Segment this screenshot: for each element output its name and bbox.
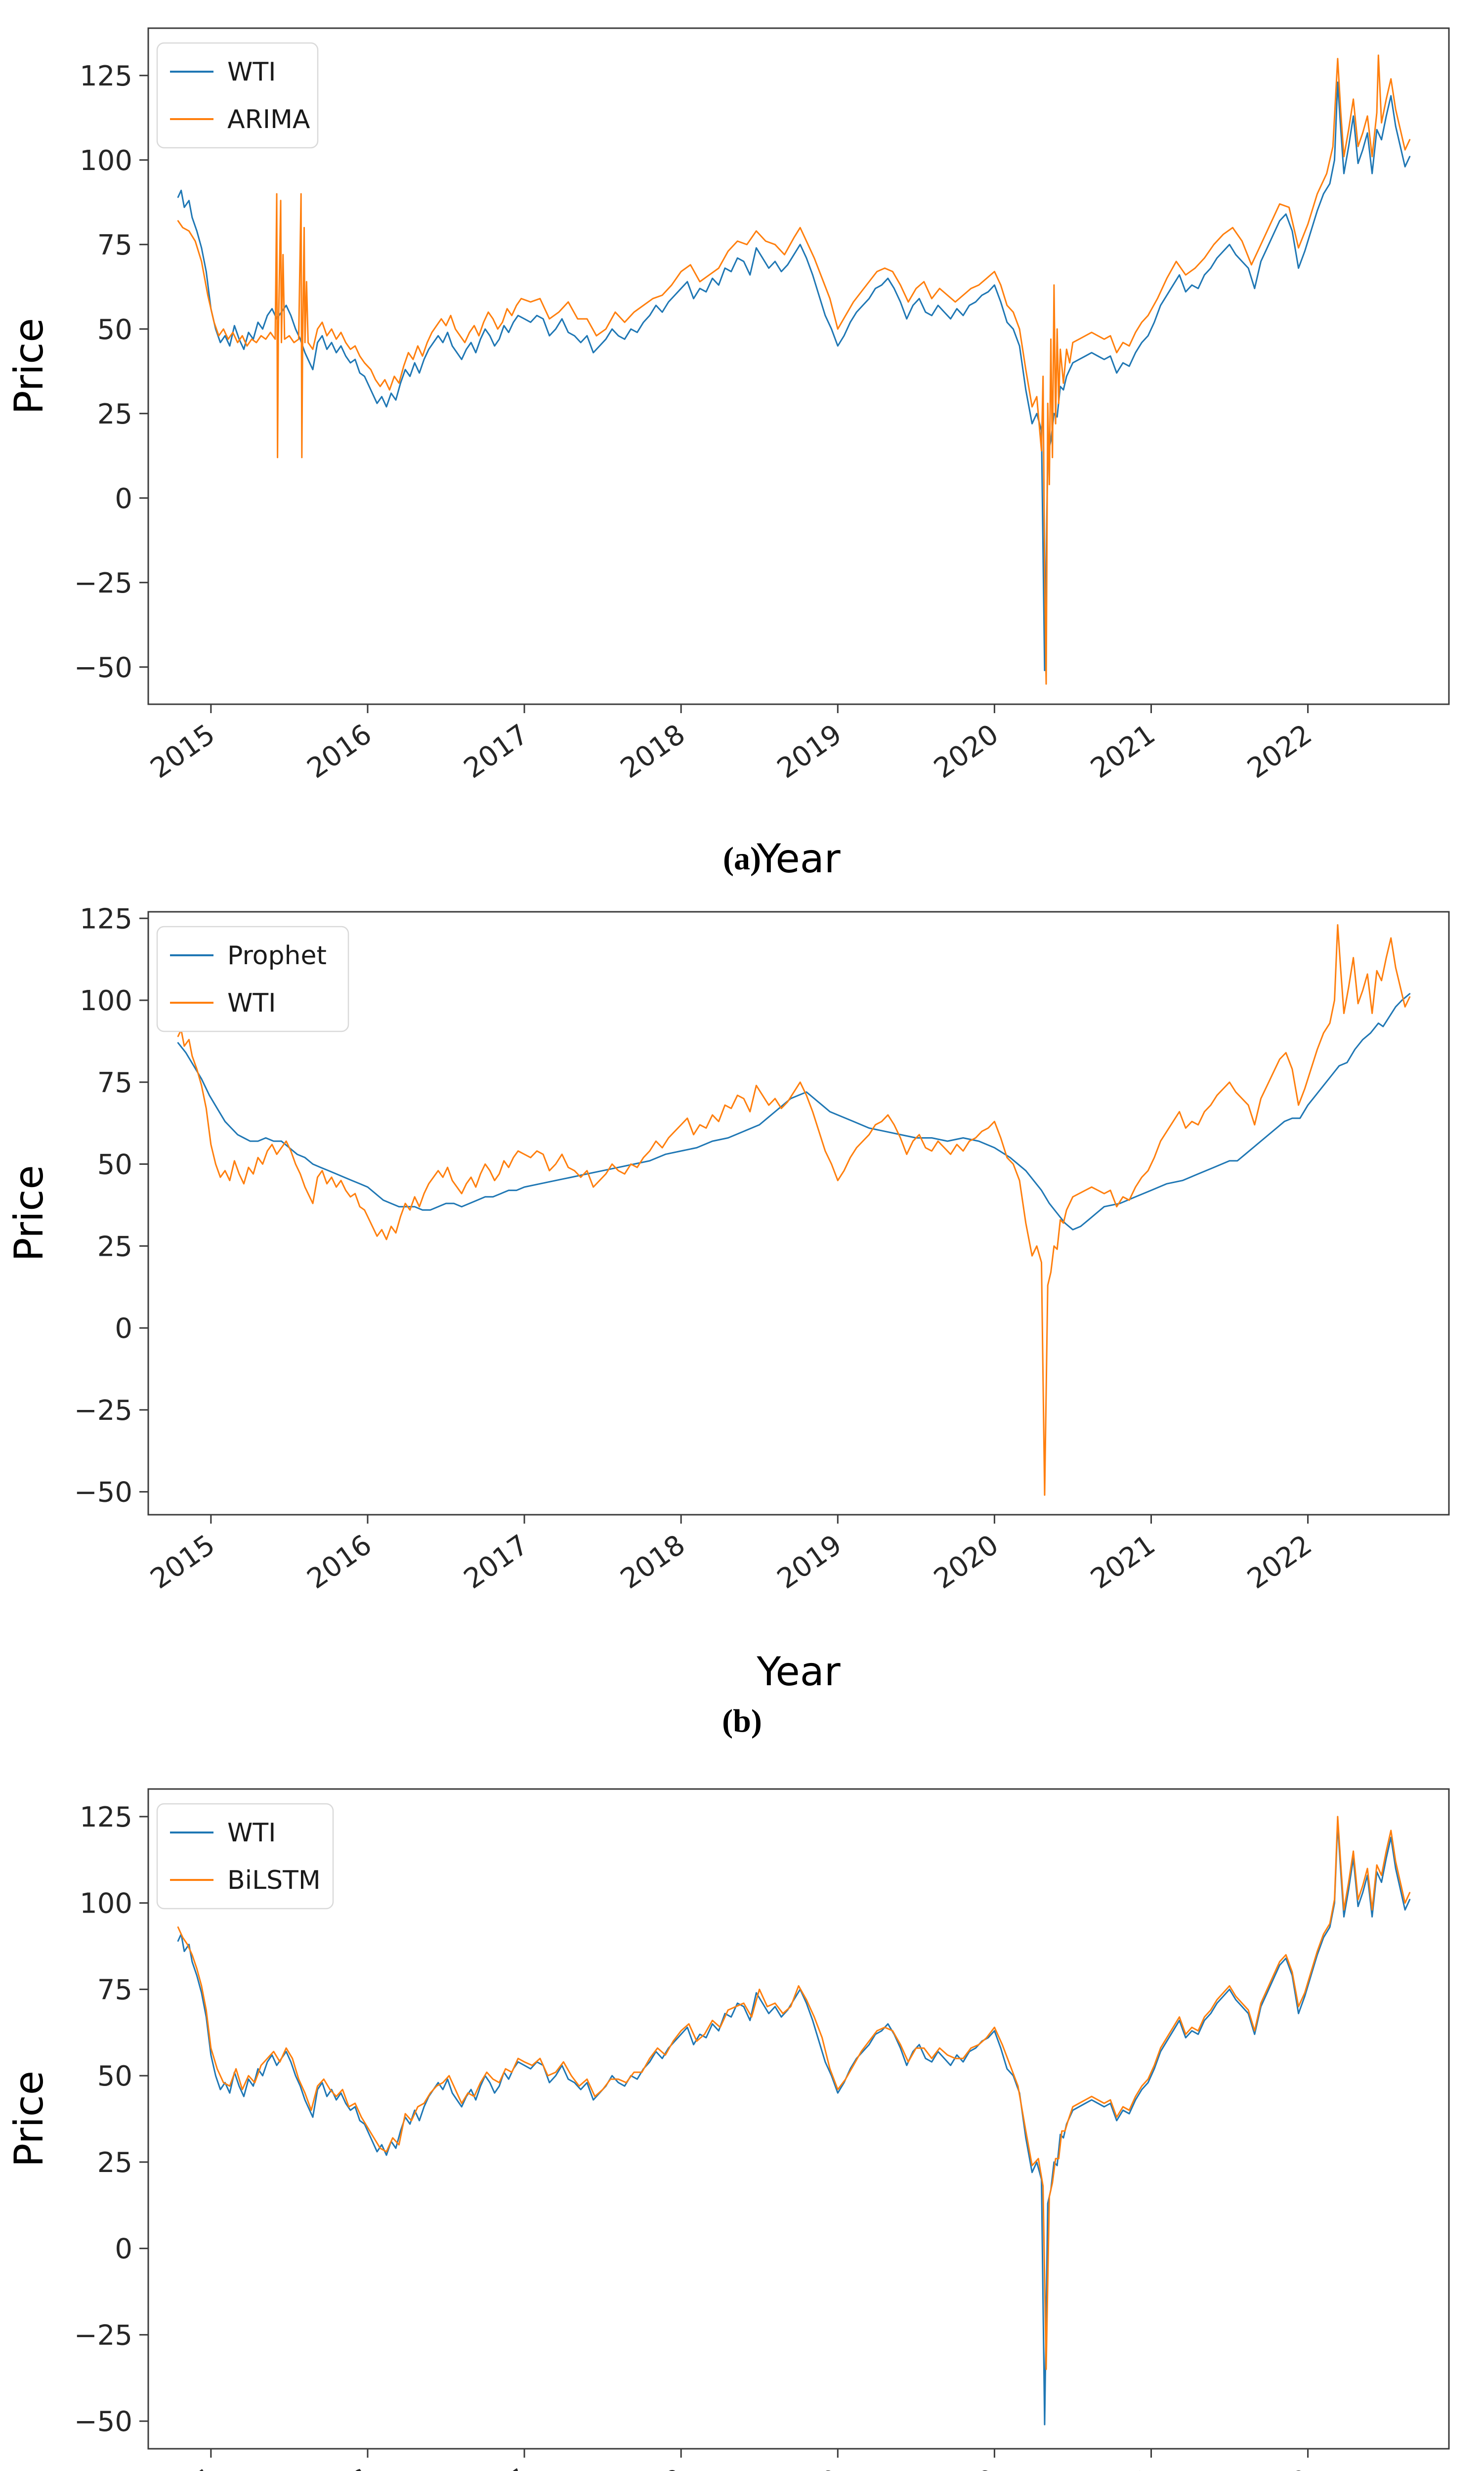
y-tick-label: 25 xyxy=(97,1231,132,1263)
x-tick-label: 2016 xyxy=(301,1529,378,1595)
series-prophet-line xyxy=(177,993,1411,1231)
x-tick-label: 2018 xyxy=(615,718,691,785)
y-tick-label: −50 xyxy=(74,652,132,684)
y-tick-label: 0 xyxy=(115,483,132,515)
x-tick-label: 2019 xyxy=(771,718,848,785)
plot-frame-b xyxy=(147,911,1450,1516)
y-tick-label: 50 xyxy=(97,1149,132,1181)
y-tick-label: 100 xyxy=(80,985,132,1017)
series-arima-line xyxy=(177,54,1411,685)
x-tick-label: 2020 xyxy=(928,718,1004,785)
y-tick-label: 100 xyxy=(80,145,132,177)
y-tick-label: 0 xyxy=(115,2233,132,2265)
y-tick-label: 125 xyxy=(80,1801,132,1833)
x-tick-label: 2018 xyxy=(615,1529,691,1595)
legend-b: Prophet WTI xyxy=(156,926,349,1032)
y-tick-label: 0 xyxy=(115,1313,132,1345)
legend-c: WTI BiLSTM xyxy=(156,1803,334,1910)
series-wti-line xyxy=(177,1823,1411,2426)
x-tick-label: 2018 xyxy=(615,2463,691,2471)
legend-label-arima: ARIMA xyxy=(227,105,310,134)
x-tick-label: 2016 xyxy=(301,718,378,785)
x-tick-label: 2021 xyxy=(1085,2463,1161,2471)
y-tick-label: 25 xyxy=(97,2147,132,2179)
legend-a: WTI ARIMA xyxy=(156,42,319,149)
legend-box xyxy=(156,1803,334,1910)
x-tick-label: 2022 xyxy=(1242,1529,1318,1595)
legend-box xyxy=(156,926,349,1032)
x-tick-label: 2015 xyxy=(145,718,221,785)
legend-label-wti: WTI xyxy=(227,57,276,87)
legend-label-prophet: Prophet xyxy=(227,941,327,971)
y-tick-label: 75 xyxy=(97,229,132,261)
y-axis-label: Price xyxy=(6,1165,52,1261)
x-tick-label: 2022 xyxy=(1242,2463,1318,2471)
series-wti-line xyxy=(177,924,1411,1496)
series-bilstm-line xyxy=(177,1816,1411,2370)
y-axis-label: Price xyxy=(6,318,52,414)
caption-b: (b) xyxy=(722,1703,762,1739)
y-tick-label: 125 xyxy=(80,60,132,92)
legend-label-wti: WTI xyxy=(227,1818,276,1848)
chart-b-canvas: 125 100 75 50 25 0 −25 −50 2015 2016 2017 2018 2019 2… xyxy=(6,903,1450,1695)
y-tick-label: −25 xyxy=(74,1395,132,1427)
figure-c: 125 100 75 50 25 0 −25 −50 2015 2016 2017 2018 2019 2… xyxy=(0,1752,1484,2471)
legend-label-wti: WTI xyxy=(227,988,276,1018)
y-axis-label: Price xyxy=(6,2071,52,2167)
y-tick-label: −50 xyxy=(74,1477,132,1509)
x-axis-label: Year xyxy=(756,836,840,882)
x-tick-label: 2017 xyxy=(458,1529,534,1595)
x-tick-label: 2022 xyxy=(1242,718,1318,785)
chart-c-canvas: 125 100 75 50 25 0 −25 −50 2015 2016 2017 2018 2019 2… xyxy=(6,1788,1450,2471)
caption-a: (a) xyxy=(723,841,761,877)
series-wti-line xyxy=(177,81,1411,672)
legend-label-bilstm: BiLSTM xyxy=(227,1866,321,1895)
x-tick-label: 2015 xyxy=(145,1529,221,1595)
figure-a: 125 100 75 50 25 0 −25 −50 2015 2016 2017 2018 2019 2… xyxy=(0,0,1484,885)
y-tick-label: 75 xyxy=(97,1067,132,1099)
y-tick-label: 50 xyxy=(97,314,132,346)
plot-frame-c xyxy=(147,1788,1450,2450)
y-tick-label: −50 xyxy=(74,2406,132,2438)
legend-box xyxy=(156,42,319,149)
x-tick-label: 2021 xyxy=(1085,718,1161,785)
x-tick-label: 2019 xyxy=(771,1529,848,1595)
plot-frame-a xyxy=(147,27,1450,705)
x-axis-label: Year xyxy=(756,1649,840,1695)
chart-a-canvas: 125 100 75 50 25 0 −25 −50 2015 2016 2017 2018 2019 2… xyxy=(6,27,1450,882)
x-tick-label: 2020 xyxy=(928,1529,1004,1595)
y-tick-label: 125 xyxy=(80,903,132,935)
x-tick-label: 2017 xyxy=(458,718,534,785)
y-tick-label: 25 xyxy=(97,398,132,430)
x-tick-label: 2019 xyxy=(771,2463,848,2471)
y-tick-label: 75 xyxy=(97,1974,132,2006)
y-tick-label: 100 xyxy=(80,1888,132,1920)
x-tick-label: 2015 xyxy=(145,2463,221,2471)
x-tick-label: 2021 xyxy=(1085,1529,1161,1595)
y-tick-label: −25 xyxy=(74,567,132,599)
y-tick-label: −25 xyxy=(74,2319,132,2351)
x-tick-label: 2020 xyxy=(928,2463,1004,2471)
x-tick-label: 2016 xyxy=(301,2463,378,2471)
x-tick-label: 2017 xyxy=(458,2463,534,2471)
figure-b: 125 100 75 50 25 0 −25 −50 2015 2016 2017 2018 2019 2… xyxy=(0,885,1484,1752)
y-tick-label: 50 xyxy=(97,2060,132,2092)
